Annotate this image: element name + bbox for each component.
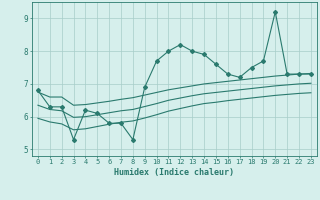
- X-axis label: Humidex (Indice chaleur): Humidex (Indice chaleur): [115, 168, 234, 177]
